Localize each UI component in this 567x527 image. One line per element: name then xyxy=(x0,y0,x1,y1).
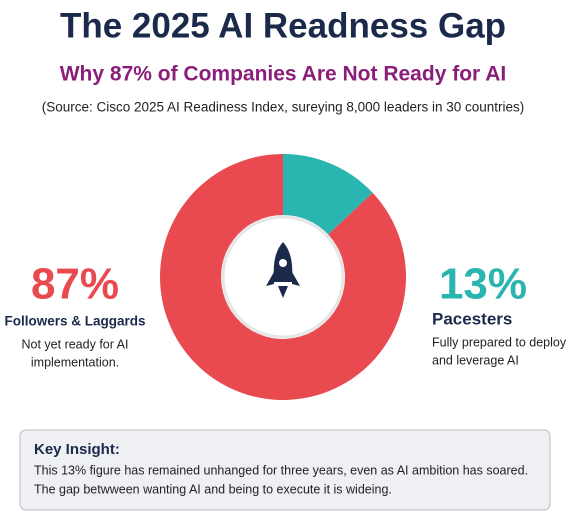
source: (Source: Cisco 2025 AI Readiness Index, … xyxy=(42,100,525,115)
category-description: Fully prepared to deploy xyxy=(432,335,567,349)
category-description: Not yet ready for AI xyxy=(22,337,129,351)
insight-line: The gap betwween wanting AI and being to… xyxy=(34,482,392,496)
donut-segment xyxy=(283,154,373,235)
value-label: 13% xyxy=(439,260,527,309)
donut-segment xyxy=(159,154,406,400)
category-label: Followers & Laggards xyxy=(4,314,145,329)
insight-heading: Key Insight: xyxy=(34,441,120,458)
insight-line: This 13% figure has remained unhanged fo… xyxy=(34,463,528,477)
title: The 2025 AI Readness Gap xyxy=(60,6,506,45)
subtitle: Why 87% of Companies Are Not Ready for A… xyxy=(60,63,507,86)
category-description: and leverage AI xyxy=(432,353,519,367)
category-description: implementation. xyxy=(31,355,119,369)
donut xyxy=(159,154,406,400)
category-label: Pacesters xyxy=(432,309,512,328)
insight-box xyxy=(19,429,551,511)
value-label: 87% xyxy=(31,260,119,309)
rocket-icon xyxy=(266,242,300,298)
